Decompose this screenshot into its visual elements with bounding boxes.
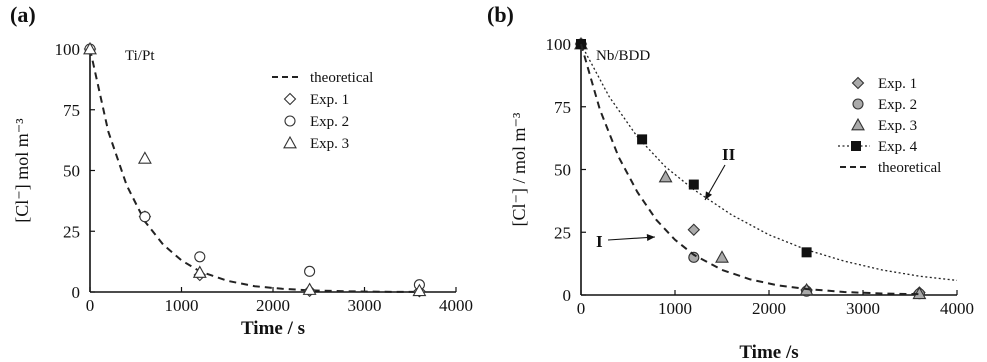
- x-axis-title: Time / s: [241, 318, 305, 339]
- legend-exp-2-swatch: [284, 115, 296, 127]
- data-point-exp-2: [688, 251, 700, 263]
- curve-label-arrowhead: [705, 191, 713, 200]
- x-tick-label: 2000: [752, 299, 786, 318]
- legend-exp-1-swatch: [283, 92, 297, 106]
- data-point-exp-3: [137, 151, 152, 164]
- x-tick-label: 3000: [846, 299, 880, 318]
- data-point-exp-4: [801, 247, 812, 258]
- curve-label-arrowhead: [646, 234, 655, 242]
- legend-exp-3-swatch: [283, 135, 297, 149]
- x-tick-label: 3000: [348, 296, 382, 315]
- data-point-exp-3: [302, 282, 317, 295]
- panel-a: (a) Ti/Pt 0 1000 2000 3000 4000 0 25 50 75 100 Time …: [10, 2, 473, 339]
- y-tick-label: 25: [63, 222, 80, 241]
- panel-b: (b) Nb/BDD 0 1000 2000 3000 4000 0 25 50 75 100 Time…: [487, 2, 974, 362]
- x-tick-label: 0: [577, 299, 586, 318]
- legend-exp-1-swatch: [851, 76, 865, 90]
- y-tick-label: 0: [563, 286, 572, 305]
- panel-label: (a): [10, 2, 36, 27]
- data-point-exp-2: [304, 265, 316, 277]
- data-point-exp-3: [83, 41, 97, 55]
- legend-exp-1-label: Exp. 1: [878, 76, 917, 92]
- legend-exp-2-label: Exp. 2: [878, 97, 917, 113]
- x-tick-label: 4000: [940, 299, 974, 318]
- y-tick-label: 50: [554, 161, 571, 180]
- x-tick-label: 2000: [256, 296, 290, 315]
- electrode-annotation: Ti/Pt: [125, 48, 155, 64]
- electrode-annotation: Nb/BDD: [596, 48, 650, 64]
- data-point-exp-2: [139, 211, 151, 223]
- legend-exp-2-swatch: [852, 98, 864, 110]
- x-tick-label: 4000: [439, 296, 473, 315]
- y-tick-label: 75: [63, 101, 80, 120]
- data-point-exp-3: [412, 283, 427, 297]
- series-line-theoretical: [580, 43, 920, 296]
- legend-exp-3-label: Exp. 3: [310, 136, 349, 152]
- x-tick-label: 1000: [658, 299, 692, 318]
- x-axis-title: Time /s: [739, 342, 798, 362]
- legend-exp-1-label: Exp. 1: [310, 92, 349, 108]
- series-line-theoretical: [89, 48, 420, 293]
- curve-label-2: II: [722, 145, 736, 164]
- data-point-exp-4: [637, 134, 648, 145]
- x-tick-label: 1000: [165, 296, 199, 315]
- x-tick-label: 0: [86, 296, 95, 315]
- data-point-exp-3: [658, 169, 673, 183]
- data-point-exp-4: [688, 179, 699, 190]
- series-line-exp-4: [580, 43, 958, 282]
- data-point-exp-2: [194, 251, 206, 263]
- legend-exp-3-swatch: [851, 117, 865, 131]
- y-tick-label: 0: [72, 283, 81, 302]
- legend-exp-4-swatch: [851, 141, 861, 151]
- legend-exp-3-label: Exp. 3: [878, 118, 917, 134]
- y-tick-label: 100: [55, 40, 81, 59]
- legend-exp-4-label: Exp. 4: [878, 139, 918, 155]
- curve-label-1: I: [596, 232, 603, 251]
- y-tick-label: 25: [554, 223, 571, 242]
- panel-label: (b): [487, 2, 514, 27]
- data-point-exp-3: [192, 265, 207, 278]
- legend-theoretical-label: theoretical: [878, 160, 941, 176]
- y-tick-label: 75: [554, 98, 571, 117]
- data-point-exp-3: [715, 250, 729, 263]
- y-tick-label: 50: [63, 162, 80, 181]
- legend-exp-2-label: Exp. 2: [310, 114, 349, 130]
- y-axis-title: [Cl⁻] mol m⁻³: [12, 118, 32, 223]
- legend-theoretical-label: theoretical: [310, 70, 373, 86]
- data-point-exp-1: [687, 223, 701, 237]
- y-axis-title: [Cl⁻] / mol m⁻³: [509, 112, 529, 227]
- y-tick-label: 100: [546, 35, 572, 54]
